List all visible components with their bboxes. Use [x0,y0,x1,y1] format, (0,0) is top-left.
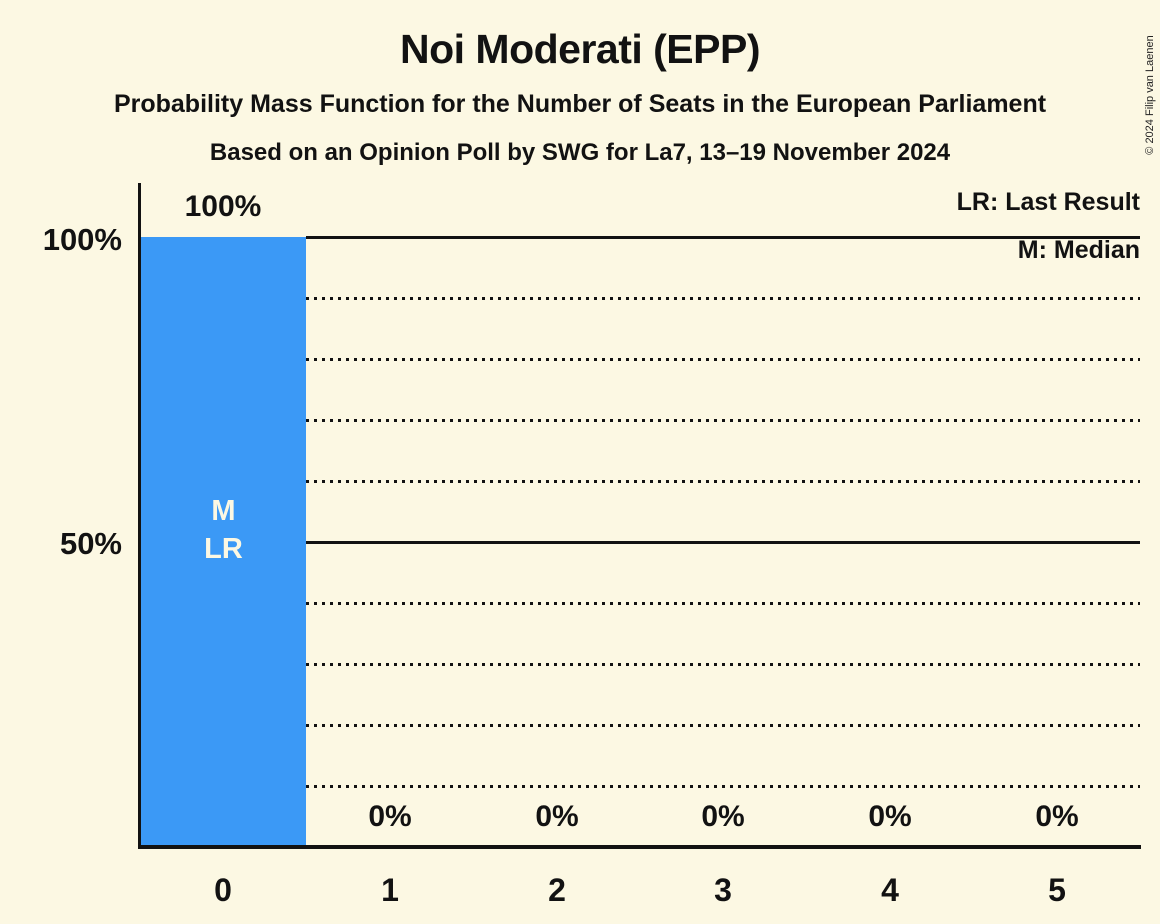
x-tick-4: 4 [881,872,899,908]
chart-title: Noi Moderati (EPP) [399,26,761,72]
legend-last-result: LR: Last Result [956,188,1140,216]
chart-poll-source: Based on an Opinion Poll by SWG for La7,… [209,139,951,166]
y-axis-line [138,183,141,849]
x-tick-2: 2 [548,872,566,908]
value-label-seats-3: 0% [701,800,745,833]
bar-seats-0 [141,237,306,845]
value-label-seats-2: 0% [535,800,579,833]
value-label-seats-1: 0% [368,800,412,833]
gridline-60pct [306,480,1140,483]
y-axis-label-50: 50% [59,526,122,561]
gridline-10pct [306,785,1140,788]
gridline-80pct [306,358,1140,361]
y-axis-label-100: 100% [42,222,122,257]
gridline-20pct [306,724,1140,727]
x-tick-3: 3 [714,872,732,908]
x-tick-5: 5 [1048,872,1066,908]
gridline-100pct [306,236,1140,239]
gridline-30pct [306,663,1140,666]
x-tick-1: 1 [381,872,399,908]
value-label-seats-4: 0% [868,800,912,833]
x-tick-0: 0 [214,872,232,908]
last-result-marker: LR [204,533,243,565]
gridline-50pct [306,541,1140,544]
gridline-40pct [306,602,1140,605]
value-label-seats-0: 100% [184,190,262,223]
median-marker: M [211,495,236,527]
gridline-70pct [306,419,1140,422]
gridline-90pct [306,297,1140,300]
plot-area [141,237,1140,845]
copyright-notice: © 2024 Filip van Laenen [1144,35,1156,155]
x-axis-line [138,845,1141,849]
legend-median: M: Median [1017,236,1140,264]
chart-subtitle: Probability Mass Function for the Number… [113,90,1047,118]
value-label-seats-5: 0% [1035,800,1079,833]
